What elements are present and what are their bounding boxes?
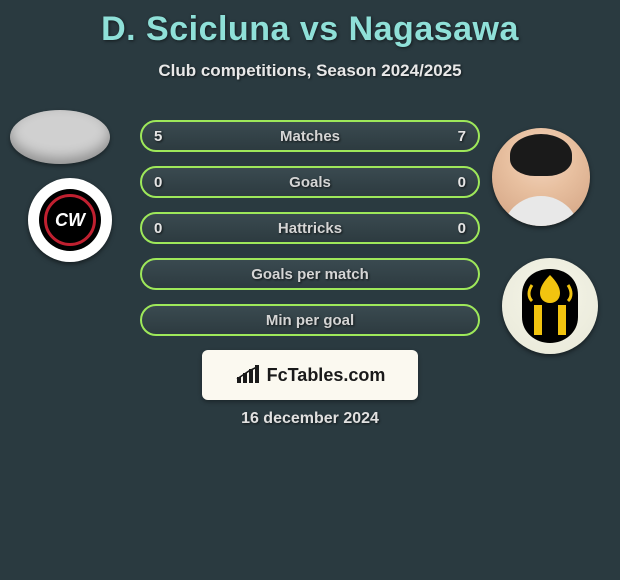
club-left-badge: CW xyxy=(28,178,112,262)
page-title: D. Scicluna vs Nagasawa xyxy=(0,0,620,49)
branding-text: FcTables.com xyxy=(267,365,386,386)
player-right-avatar xyxy=(492,128,590,226)
stat-row-hattricks: 0 Hattricks 0 xyxy=(140,212,480,244)
player-left-avatar xyxy=(10,110,110,164)
club-left-initials: CW xyxy=(55,210,85,231)
stat-row-goals: 0 Goals 0 xyxy=(140,166,480,198)
branding-badge: FcTables.com xyxy=(202,350,418,400)
stat-label: Goals per match xyxy=(251,266,369,283)
phoenix-icon xyxy=(514,267,586,345)
stat-right-value: 0 xyxy=(458,220,466,237)
stat-label: Min per goal xyxy=(266,312,354,329)
stat-label: Matches xyxy=(280,128,340,145)
stat-row-goals-per-match: Goals per match xyxy=(140,258,480,290)
stats-panel: 5 Matches 7 0 Goals 0 0 Hattricks 0 Goal… xyxy=(140,120,480,350)
club-right-badge xyxy=(502,258,598,354)
stat-right-value: 0 xyxy=(458,174,466,191)
date-text: 16 december 2024 xyxy=(0,410,620,428)
subtitle: Club competitions, Season 2024/2025 xyxy=(0,61,620,81)
stat-row-matches: 5 Matches 7 xyxy=(140,120,480,152)
stat-label: Hattricks xyxy=(278,220,342,237)
stat-left-value: 5 xyxy=(154,128,162,145)
stat-row-min-per-goal: Min per goal xyxy=(140,304,480,336)
stat-left-value: 0 xyxy=(154,174,162,191)
stat-right-value: 7 xyxy=(458,128,466,145)
stat-left-value: 0 xyxy=(154,220,162,237)
bar-chart-icon xyxy=(235,365,261,385)
stat-label: Goals xyxy=(289,174,331,191)
